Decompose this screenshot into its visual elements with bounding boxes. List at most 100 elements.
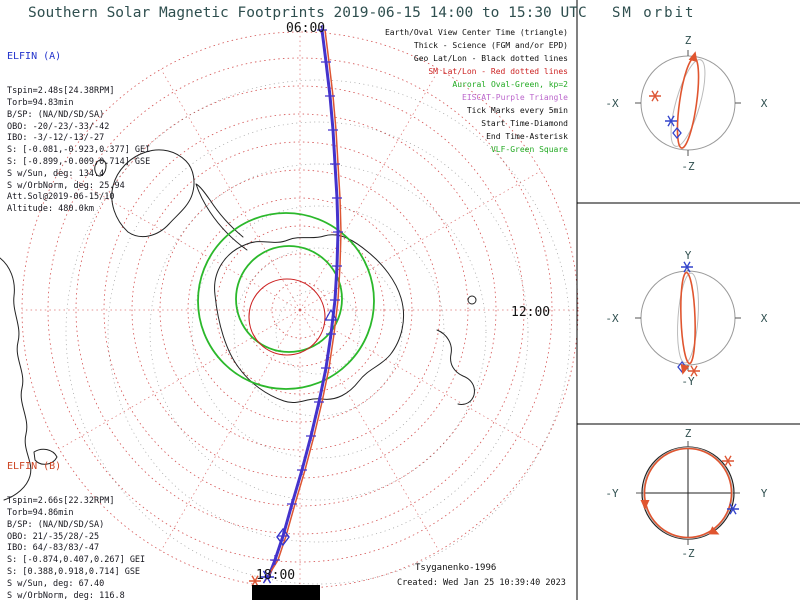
legend-item: EISCAT-Purple Triangle — [462, 93, 568, 102]
geo-grid-circle — [65, 79, 571, 585]
geo-grid-circle — [275, 289, 361, 375]
elfin-a-asterisk — [727, 503, 739, 515]
axis-label-bottom: -Y — [681, 375, 695, 388]
sm-grid-spoke — [299, 170, 541, 311]
legend-item: Thick - Science (FGM and/or EPD) — [413, 41, 568, 50]
elfin-b-line: B/SP: (NA/ND/SD/SA) — [7, 519, 105, 530]
elfin-a-line: Tspin=2.48s[24.38RPM] — [7, 86, 115, 97]
legend-item: Earth/Oval View Center Time (triangle) — [384, 28, 568, 37]
legend: Earth/Oval View Center Time (triangle) Th… — [385, 26, 568, 156]
sm-orbit-title: SM orbit — [612, 5, 696, 21]
sm-grid-spoke — [160, 309, 301, 551]
geo-grid-circle — [149, 163, 487, 501]
mlt-label-1200: 12:00 — [511, 305, 551, 320]
elfin-a-asterisk — [681, 261, 693, 273]
coastline-island-nw — [94, 159, 107, 177]
axis-label-bottom: -Z — [681, 547, 695, 560]
elfin-b-asterisk — [649, 90, 661, 102]
orbit-axis-ticks — [636, 441, 740, 545]
orbit-direction-arrow-icon — [688, 51, 698, 63]
elfin-b-label: ELFIN (B) — [7, 460, 62, 472]
geo-grid-circle — [191, 205, 445, 459]
elfin-a-info-block: ELFIN (A) Tspin=2.48s[24.38RPM] Torb=94.8… — [7, 26, 150, 240]
elfin-a-line: S: [-0.081,-0.923,0.377] GEI — [7, 145, 151, 156]
footprint-track-1 — [264, 29, 342, 582]
sm-grid-circle — [159, 169, 441, 451]
coastline-east — [436, 329, 475, 405]
axis-label-left: -X — [605, 97, 619, 110]
orbit-direction-arrow-icon — [640, 500, 650, 510]
elfin-b-asterisk — [688, 365, 700, 377]
footprint-track-0 — [266, 28, 340, 580]
track-markers — [249, 308, 338, 587]
orbit-circle — [640, 55, 736, 151]
view-center-time-triangle-icon — [324, 308, 338, 321]
elfin-b-line: S: [-0.874,0.407,0.267] GEI — [7, 555, 146, 566]
elfin-a-line: OBO: -20/-23/-33/-42 — [7, 121, 110, 132]
orbit-direction-arrow-icon — [708, 526, 720, 535]
sm-grid-spoke — [299, 309, 541, 450]
orbit-ellipse-gray — [643, 447, 733, 539]
legend-item: Start Time-Diamond — [481, 119, 568, 128]
elfin-a-line: S: [-0.899,-0.009,0.714] GSE — [7, 156, 151, 167]
start-diamond-icon — [672, 126, 682, 140]
elfin-a-line: S w/Sun, deg: 134.4 — [7, 168, 105, 179]
elfin-b-info-block: ELFIN (B) Tspin=2.66s[22.32RPM] Torb=94.8… — [7, 436, 145, 600]
sm-grid-circle — [103, 113, 497, 507]
legend-item: Tick Marks every 5min — [466, 106, 568, 115]
legend-item: Geo Lat/Lon - Black dotted lines — [413, 54, 568, 63]
elfin-b-line: S w/Sun, deg: 67.40 — [7, 578, 105, 589]
coastline-antarctica — [214, 234, 404, 404]
legend-item: End Time-Asterisk — [486, 132, 568, 141]
orbit-panel-yx: Y -Y -X X — [605, 249, 767, 388]
axis-label-left: -Y — [605, 487, 619, 500]
elfin-a-line: IBO: -3/-12/-13/-27 — [7, 133, 105, 144]
sm-grid-circle — [215, 225, 385, 395]
legend-item: SM Lat/Lon - Red dotted lines — [428, 67, 568, 76]
mlt-label-0600: 06:00 — [286, 21, 326, 36]
legend-item: VLF-Green Square — [490, 145, 568, 154]
elfin-a-lines: Tspin=2.48s[24.38RPM] Torb=94.83min B/SP: … — [7, 86, 150, 216]
five-min-tick-marks — [270, 25, 343, 565]
elfin-b-line: OBO: 21/-35/28/-25 — [7, 531, 100, 542]
page-title: Southern Solar Magnetic Footprints 2019-… — [28, 5, 587, 21]
sm-grid-circle — [187, 197, 413, 423]
legend-item: Auroral Oval-Green, kp=2 — [452, 80, 568, 89]
end-time-asterisk-icon — [260, 570, 274, 584]
end-time-asterisk-b-icon — [249, 575, 261, 587]
sm-lat-circle — [248, 278, 326, 356]
orbit-panel-zx: Z -Z -X X — [605, 34, 767, 173]
coastline-south-america — [0, 257, 32, 501]
bottom-black-bar — [252, 585, 320, 600]
mlt-label-1800: 18:00 — [256, 568, 296, 583]
sm-grid-spoke — [160, 69, 301, 311]
elfin-b-line: Tspin=2.66s[22.32RPM] — [7, 496, 115, 507]
orbit-direction-arrow-icon — [680, 363, 690, 375]
sm-grid-circle — [271, 281, 329, 339]
elfin-a-asterisk — [665, 115, 677, 127]
created-timestamp: Created: Wed Jan 25 10:39:40 2023 — [397, 578, 566, 588]
sm-grid-spoke — [299, 309, 440, 551]
sm-grid-spoke — [59, 309, 301, 450]
elfin-b-line: Torb=94.86min — [7, 507, 74, 518]
auroral-ovals — [197, 212, 375, 390]
axis-label-right: Y — [761, 487, 768, 500]
model-label: Tsyganenko-1996 — [415, 563, 497, 573]
axis-label-top: Z — [685, 427, 692, 440]
orbit-axis-ticks — [635, 50, 741, 156]
coastline-antarctic-peninsula — [195, 183, 248, 251]
coastline-landmass-nw — [111, 149, 195, 238]
orbit-ellipse-red — [643, 447, 733, 539]
sm-grid-spoke — [299, 69, 440, 311]
orbit-ellipse-gray — [677, 272, 699, 364]
auroral-oval-circle — [197, 212, 375, 390]
elfin-a-line: Altitude: 480.0km — [7, 204, 94, 215]
orbit-circle — [640, 270, 736, 366]
orbit-ellipse-red — [680, 271, 696, 365]
elfin-b-line: S: [0.388,0.918,0.714] GSE — [7, 566, 141, 577]
elfin-b-line: S w/OrbNorm, deg: 116.8 — [7, 590, 125, 600]
geo-grid-circle — [107, 121, 529, 543]
sm-grid-circle — [243, 253, 357, 367]
sm-grid-circle — [47, 57, 553, 563]
